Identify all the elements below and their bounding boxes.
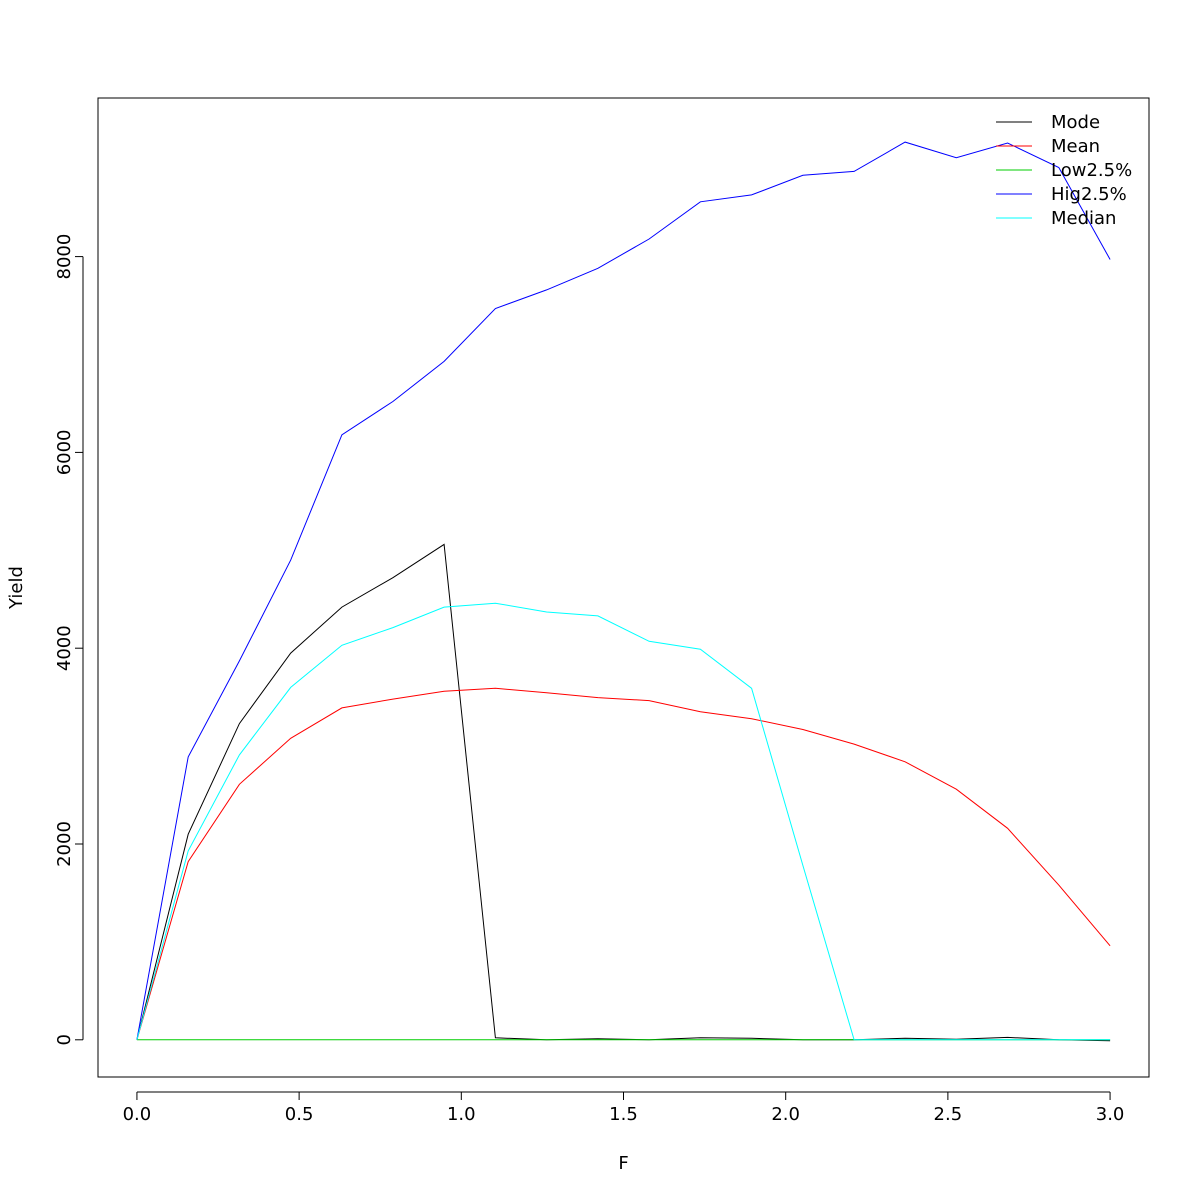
x-axis: 0.0 0.5 1.0 1.5 2.0 2.5 3.0	[123, 1091, 1125, 1125]
x-tick-label: 0.5	[285, 1104, 314, 1125]
legend-label: Mean	[1051, 136, 1100, 157]
y-axis: 0 2000 4000 6000 8000	[54, 234, 84, 1046]
y-tick-label: 8000	[54, 234, 75, 280]
series-layer	[136, 141, 1111, 1042]
legend-label: Hig2.5%	[1051, 184, 1127, 205]
x-tick-label: 2.5	[934, 1104, 963, 1125]
x-tick-label: 0.0	[123, 1104, 152, 1125]
y-tick-label: 0	[54, 1034, 75, 1045]
series-line-hig2-5-	[136, 141, 1111, 1040]
plot-frame	[97, 97, 1150, 1078]
legend: Mode Mean Low2.5% Hig2.5% Median	[996, 112, 1132, 229]
y-tick-label: 2000	[54, 821, 75, 867]
legend-label: Mode	[1051, 112, 1100, 133]
x-tick-label: 3.0	[1096, 1104, 1125, 1125]
y-axis-title: Yield	[6, 566, 27, 610]
y-tick-label: 6000	[54, 429, 75, 475]
legend-label: Low2.5%	[1051, 160, 1132, 181]
x-tick-label: 1.0	[447, 1104, 476, 1125]
series-line-mean	[136, 687, 1111, 1040]
x-tick-label: 2.0	[771, 1104, 800, 1125]
y-tick-label: 4000	[54, 625, 75, 671]
legend-label: Median	[1051, 208, 1116, 229]
series-line-median	[136, 602, 1111, 1041]
x-axis-title: F	[618, 1153, 628, 1174]
x-tick-label: 1.5	[609, 1104, 638, 1125]
